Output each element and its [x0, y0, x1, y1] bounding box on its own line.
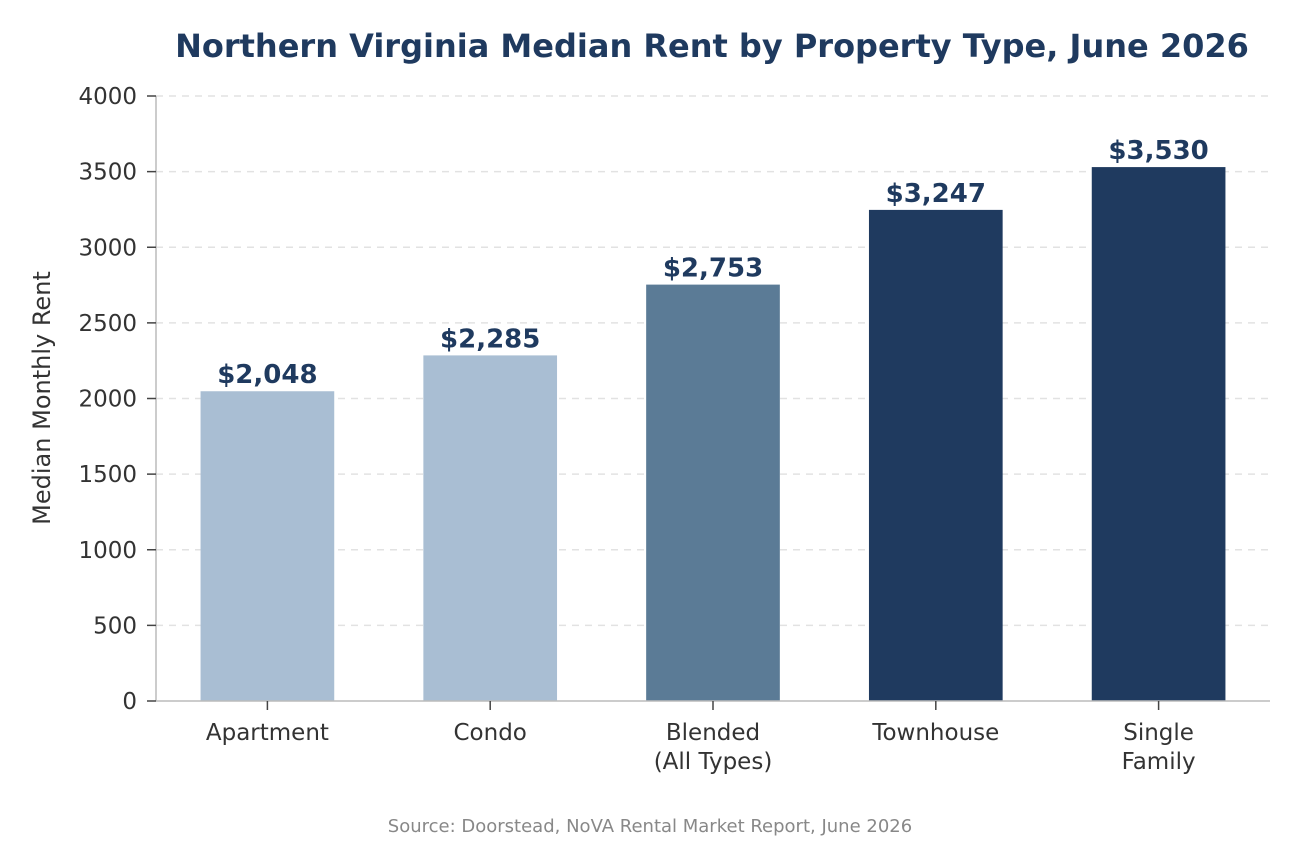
- y-tick-label: 2500: [78, 311, 137, 337]
- chart-title: Northern Virginia Median Rent by Propert…: [175, 27, 1249, 65]
- bar-value-label: $2,753: [663, 254, 763, 284]
- x-tick-label: Blended (All Types): [654, 720, 773, 775]
- x-tick-label: Single Family: [1122, 720, 1196, 775]
- bar: [646, 284, 780, 701]
- y-tick-label: 2000: [78, 387, 137, 413]
- bar: [1091, 167, 1226, 701]
- y-tick-label: 1500: [78, 462, 137, 488]
- y-tick-label: 1000: [78, 538, 137, 564]
- y-axis-label: Median Monthly Rent: [28, 271, 56, 525]
- value-labels: $2,048 $2,285 $2,753 $3,247 $3,530: [217, 136, 1209, 390]
- x-tick-label: Condo: [454, 720, 527, 746]
- bar-value-label: $2,285: [440, 324, 540, 354]
- x-tick-label: Apartment: [206, 720, 329, 746]
- bar: [200, 391, 335, 701]
- x-tick-label: Townhouse: [871, 720, 999, 746]
- x-axis-ticks: Apartment Condo Blended (All Types) Townhous…: [206, 701, 1196, 775]
- y-axis-ticks: 0 500 1000 1500 2000 2500 3000 3500 4000: [78, 84, 156, 715]
- y-tick-label: 3000: [78, 235, 137, 261]
- bar-value-label: $3,530: [1108, 136, 1208, 166]
- gridlines: [156, 95, 1270, 627]
- bar: [868, 209, 1003, 702]
- bar: [423, 355, 558, 701]
- y-tick-label: 0: [122, 689, 137, 715]
- source-note: Source: Doorstead, NoVA Rental Market Re…: [388, 816, 912, 837]
- bars: [200, 167, 1226, 702]
- bar-value-label: $3,247: [886, 179, 986, 209]
- bar-value-label: $2,048: [217, 360, 317, 390]
- y-tick-label: 3500: [78, 160, 137, 186]
- y-tick-label: 500: [93, 613, 137, 639]
- y-tick-label: 4000: [78, 84, 137, 110]
